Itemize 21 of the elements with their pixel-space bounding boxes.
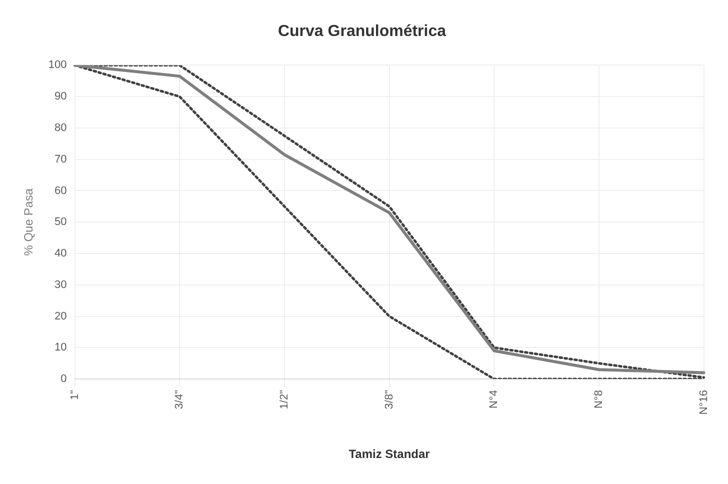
y-tick-label: 10 xyxy=(54,342,67,354)
x-tick-label: 3/4" xyxy=(174,390,186,410)
y-axis-title: % Que Pasa xyxy=(22,188,36,256)
chart-title: Curva Granulométrica xyxy=(278,23,446,40)
y-tick-label: 70 xyxy=(54,153,67,166)
y-tick-label: 50 xyxy=(54,216,67,228)
x-tick-label: 3/8" xyxy=(383,390,396,410)
y-tick-label: 60 xyxy=(54,184,67,197)
x-tick-label: N°4 xyxy=(488,390,500,408)
y-tick-label: 40 xyxy=(54,248,67,260)
x-tick-label: N°8 xyxy=(592,390,605,408)
y-tick-label: 30 xyxy=(54,278,67,291)
y-tick-label: 20 xyxy=(54,310,67,322)
x-tick-label: N°16 xyxy=(698,390,710,415)
x-tick-label: 1/2" xyxy=(278,390,290,410)
x-tick-label: 1" xyxy=(68,390,81,400)
y-tick-label: 80 xyxy=(54,122,67,134)
y-tick-label: 90 xyxy=(54,90,67,103)
y-tick-label: 0 xyxy=(60,373,67,386)
y-tick-label: 100 xyxy=(48,59,67,72)
x-axis-title: Tamiz Standar xyxy=(348,447,430,462)
